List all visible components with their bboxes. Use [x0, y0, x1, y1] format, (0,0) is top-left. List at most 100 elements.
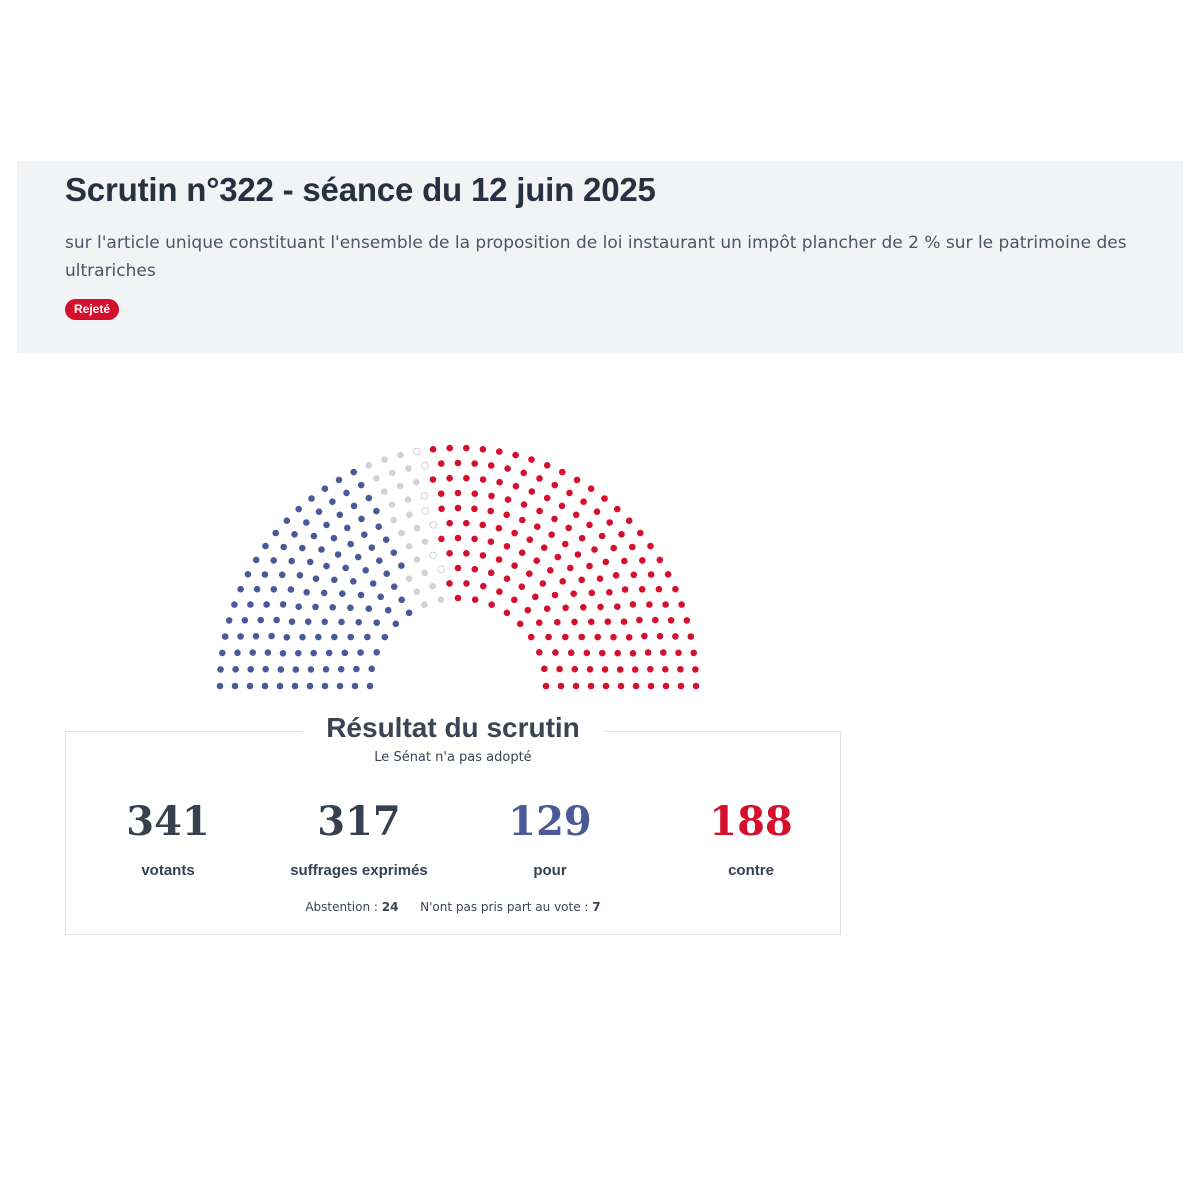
- seat-contre: [524, 606, 532, 614]
- seat-abstention: [380, 488, 388, 495]
- seat-contre: [438, 460, 445, 467]
- seat-contre: [479, 552, 487, 559]
- seat-contre: [614, 649, 621, 657]
- abstention-value: 24: [381, 900, 399, 914]
- seat-contre: [471, 565, 479, 573]
- seat-contre: [566, 489, 573, 497]
- seat-contre: [536, 649, 543, 656]
- seat-pour: [336, 682, 344, 690]
- seat-non-votant: [412, 447, 421, 456]
- seat-contre: [504, 496, 512, 503]
- seat-pour: [287, 586, 295, 593]
- seat-abstention: [429, 582, 436, 590]
- seat-contre: [454, 534, 462, 542]
- seat-pour: [325, 649, 333, 657]
- seat-non-votant: [437, 565, 445, 573]
- seat-contre: [496, 588, 503, 595]
- seat-pour: [310, 649, 317, 657]
- seat-contre: [429, 476, 437, 483]
- seat-pour: [296, 572, 304, 579]
- seat-contre: [683, 617, 691, 624]
- seat-pour: [277, 666, 285, 673]
- seat-contre: [678, 601, 685, 608]
- seat-contre: [617, 682, 625, 690]
- seat-contre: [667, 617, 675, 624]
- seat-pour: [249, 649, 256, 656]
- seat-contre: [573, 476, 581, 484]
- seat-contre: [656, 556, 664, 564]
- seat-contre: [446, 519, 453, 527]
- seat-contre: [647, 571, 655, 578]
- seat-contre: [543, 605, 551, 612]
- seat-pour: [321, 618, 328, 626]
- seat-contre: [536, 619, 543, 626]
- seat-pour: [368, 665, 375, 673]
- seat-pour: [216, 682, 224, 690]
- seat-contre: [463, 550, 470, 557]
- seat-contre: [690, 649, 697, 657]
- seat-pour: [334, 551, 342, 558]
- seat-pour: [262, 542, 269, 550]
- seat-contre: [542, 682, 550, 690]
- seat-pour: [306, 682, 314, 690]
- seat-contre: [487, 538, 495, 545]
- seat-contre: [664, 571, 672, 578]
- seat-contre: [446, 474, 453, 482]
- seat-contre: [511, 596, 518, 604]
- seat-contre: [487, 507, 495, 515]
- seat-abstention: [413, 588, 420, 595]
- seat-pour: [315, 633, 322, 641]
- seat-contre: [631, 666, 639, 673]
- seat-contre: [526, 570, 533, 577]
- seat-contre: [471, 505, 478, 513]
- seat-contre: [518, 549, 526, 556]
- seat-contre: [534, 523, 541, 530]
- seat-contre: [503, 511, 511, 519]
- stat-label: votants: [141, 862, 195, 879]
- stat-label: suffrages exprimés: [290, 862, 428, 879]
- seat-contre: [677, 666, 684, 673]
- seat-pour: [279, 650, 287, 657]
- seat-contre: [586, 562, 593, 570]
- seat-pour: [312, 575, 320, 582]
- seat-pour: [244, 571, 252, 578]
- seat-contre: [504, 465, 511, 472]
- seat-pour: [295, 603, 302, 610]
- stat-value: 129: [508, 798, 592, 845]
- seat-contre: [567, 649, 575, 657]
- seat-contre: [580, 498, 587, 505]
- seat-contre: [438, 505, 445, 513]
- seat-pour: [257, 616, 264, 624]
- seat-contre: [528, 488, 536, 495]
- seat-contre: [454, 564, 462, 572]
- seat-contre: [630, 571, 638, 579]
- seat-pour: [310, 532, 318, 540]
- seat-contre: [572, 511, 580, 519]
- seat-contre: [547, 567, 554, 574]
- seat-pour: [225, 617, 233, 624]
- seat-contre: [551, 481, 559, 489]
- seat-pour: [339, 590, 346, 597]
- seat-abstention: [373, 475, 380, 482]
- seat-pour: [306, 558, 314, 566]
- seat-pour: [231, 601, 238, 608]
- seat-pour: [353, 665, 360, 673]
- seat-contre: [591, 546, 598, 553]
- seat-abstention: [365, 462, 373, 469]
- seat-pour: [361, 531, 368, 538]
- seat-abstention: [397, 451, 404, 459]
- seat-pour: [341, 649, 349, 657]
- seat-contre: [543, 494, 551, 502]
- seat-contre: [597, 603, 604, 611]
- seat-pour: [295, 649, 302, 657]
- seat-contre: [604, 618, 612, 625]
- seat-contre: [672, 585, 679, 593]
- seat-contre: [596, 575, 604, 582]
- seat-contre: [536, 475, 543, 482]
- seat-non-votant: [420, 492, 429, 500]
- seat-non-votant: [429, 551, 437, 560]
- seat-pour: [253, 585, 261, 593]
- seat-contre: [463, 580, 470, 587]
- seat-pour: [217, 666, 224, 673]
- seat-contre: [545, 633, 552, 641]
